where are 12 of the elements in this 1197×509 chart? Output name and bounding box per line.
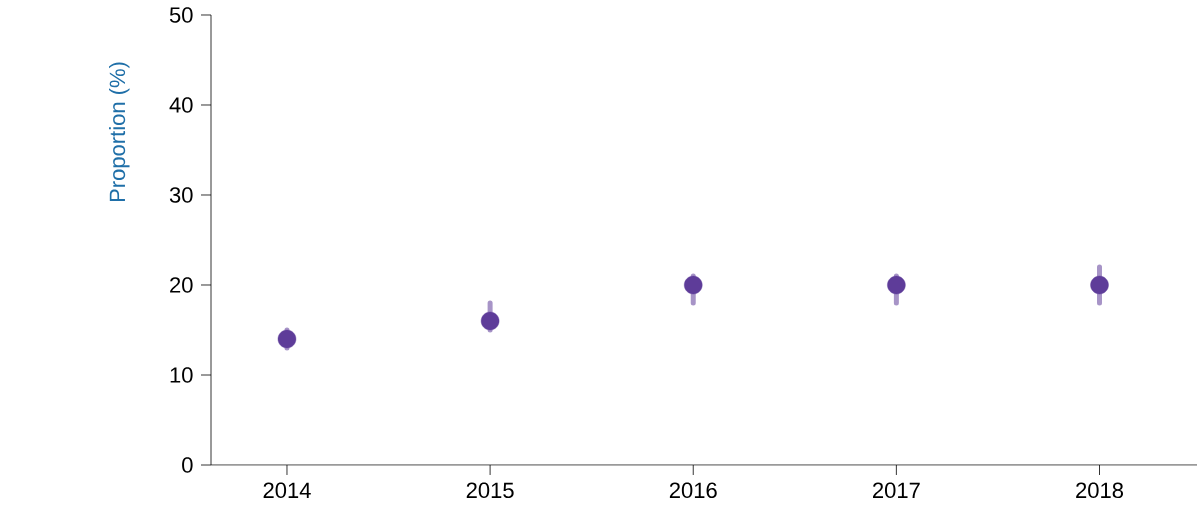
y-tick-label: 0 xyxy=(182,457,193,473)
y-tick-label: 10 xyxy=(170,367,193,383)
y-tick-label: 50 xyxy=(169,7,193,23)
y-tick-label: 40 xyxy=(169,97,193,113)
y-tick-label: 30 xyxy=(169,187,193,203)
x-tick-label: 2015 xyxy=(466,482,514,499)
y-tick-label: 20 xyxy=(170,277,193,293)
x-tick-label: 2018 xyxy=(1076,482,1124,499)
x-tick-label: 2014 xyxy=(263,482,311,499)
y-axis-title: Proportion (%) xyxy=(109,62,130,202)
x-tick-label: 2016 xyxy=(669,482,717,499)
x-tick-label: 2017 xyxy=(873,482,920,499)
